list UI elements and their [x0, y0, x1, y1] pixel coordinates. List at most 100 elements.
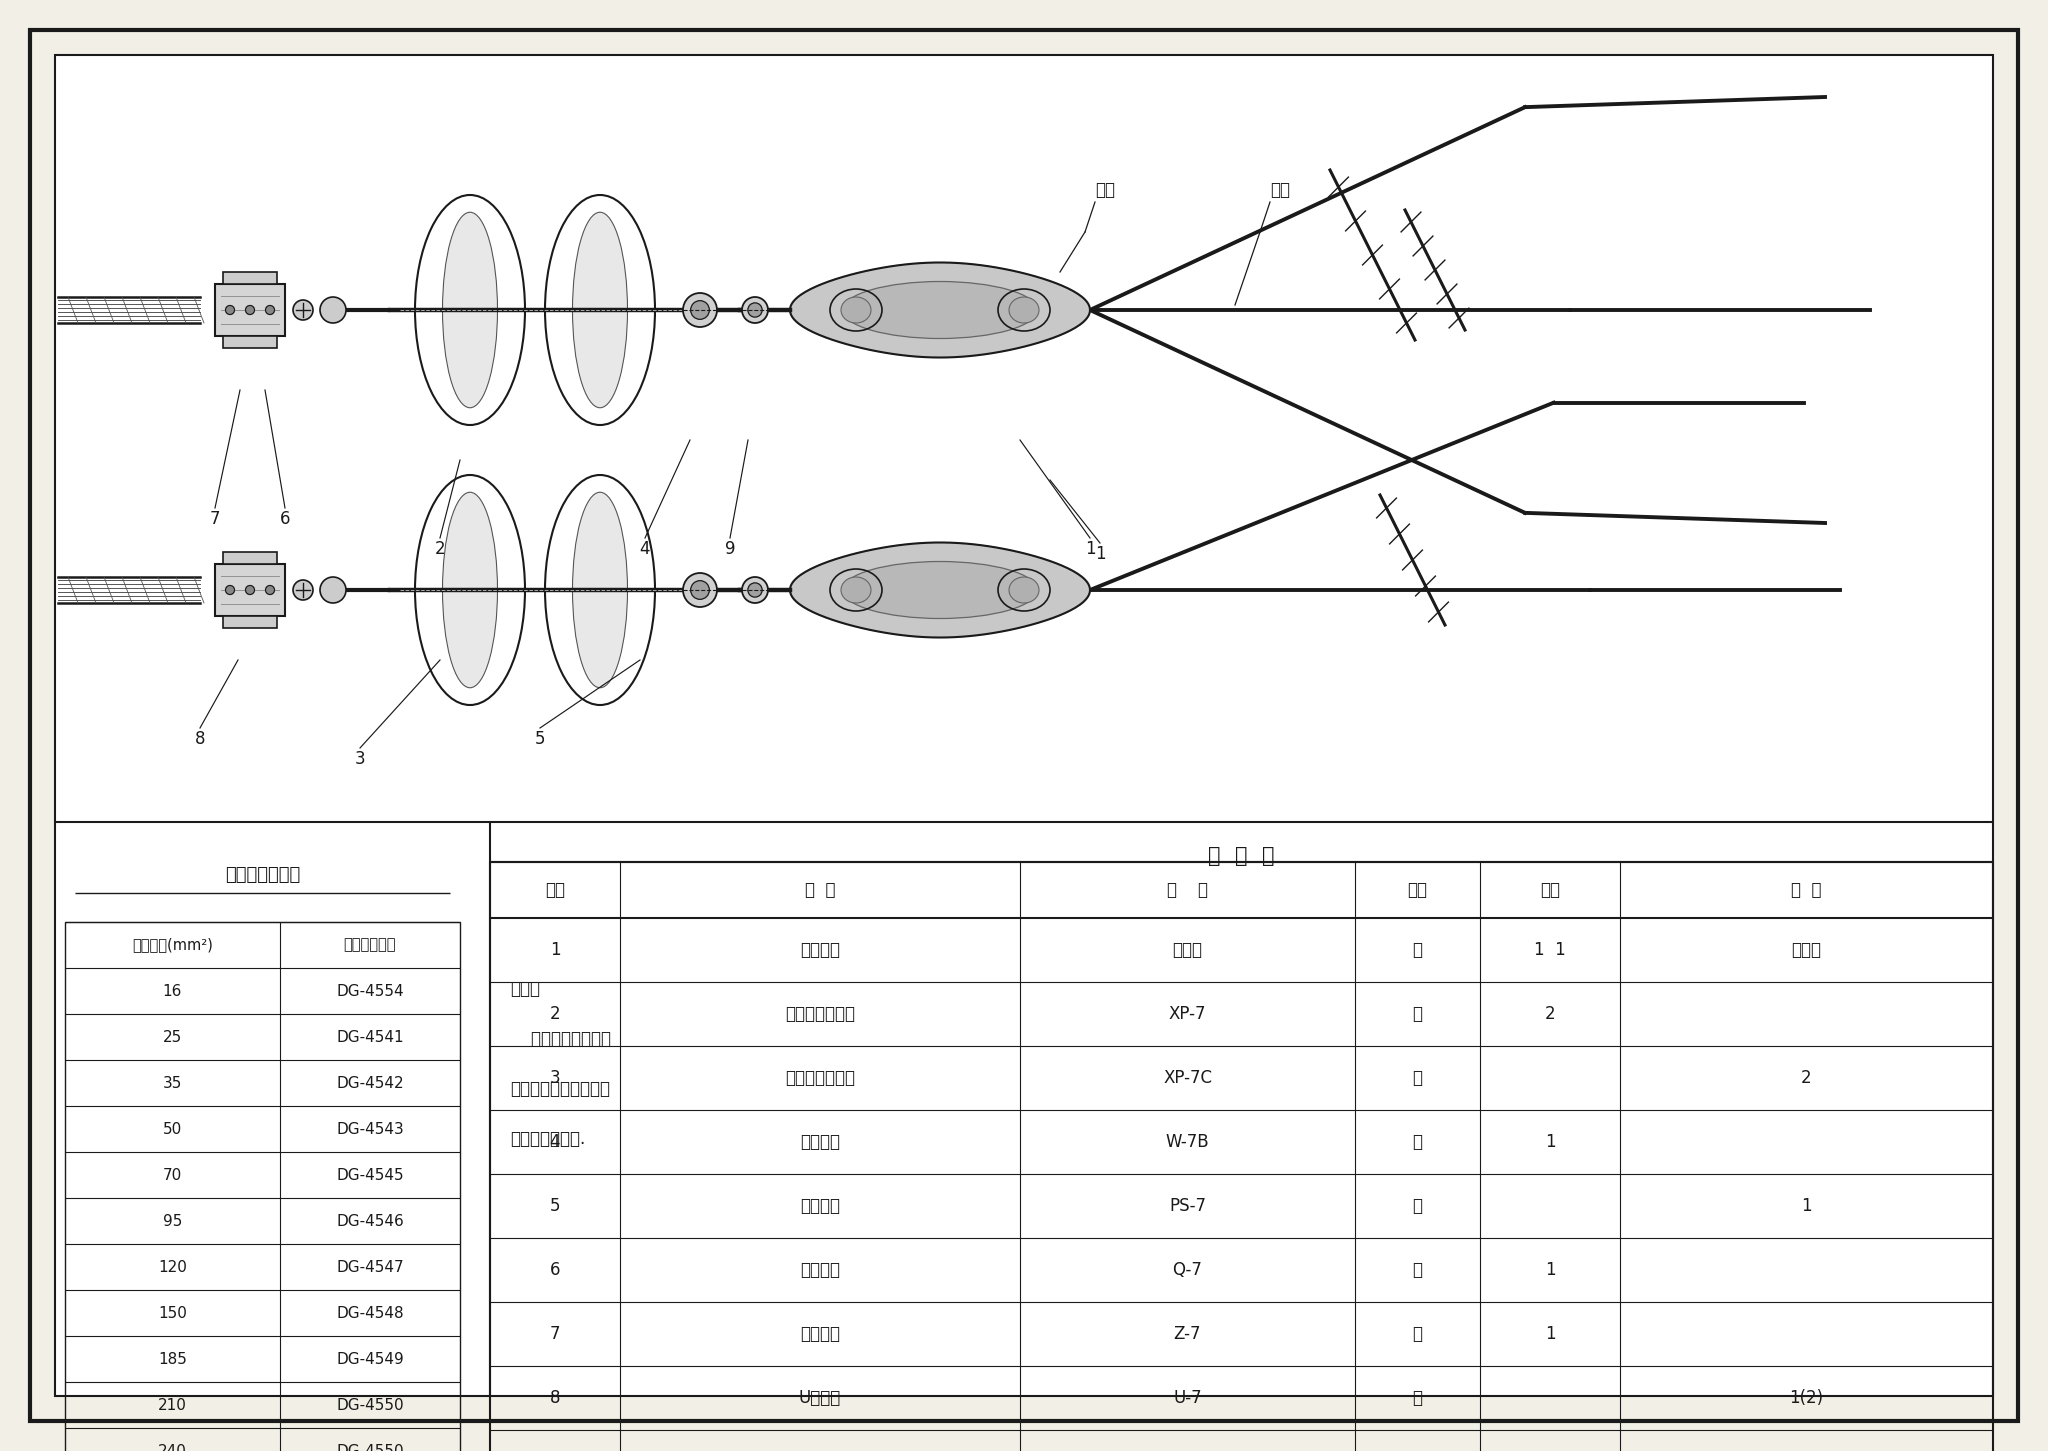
Circle shape — [319, 297, 346, 324]
Ellipse shape — [416, 474, 524, 705]
Text: 1: 1 — [1544, 1133, 1554, 1151]
Text: 2: 2 — [1800, 1069, 1812, 1087]
Text: 25: 25 — [164, 1030, 182, 1045]
Circle shape — [748, 303, 762, 318]
Text: 单位: 单位 — [1407, 881, 1427, 900]
Circle shape — [246, 306, 254, 315]
Text: U型挂环: U型挂环 — [799, 1389, 842, 1407]
Text: 直角挂板: 直角挂板 — [801, 1325, 840, 1344]
Text: DG-4548: DG-4548 — [336, 1306, 403, 1320]
Text: DG-4554: DG-4554 — [336, 984, 403, 998]
Text: DG-4547: DG-4547 — [336, 1259, 403, 1274]
Text: 序号: 序号 — [545, 881, 565, 900]
Ellipse shape — [842, 297, 870, 324]
Text: 240: 240 — [158, 1444, 186, 1451]
Bar — [215, 284, 285, 337]
Text: 150: 150 — [158, 1306, 186, 1320]
Text: 35: 35 — [162, 1075, 182, 1091]
Text: 7: 7 — [209, 509, 221, 528]
Circle shape — [748, 583, 762, 598]
Ellipse shape — [545, 474, 655, 705]
Text: 5: 5 — [549, 1197, 561, 1214]
Bar — [223, 617, 276, 628]
Text: 明  细  表: 明 细 表 — [1208, 846, 1274, 866]
Text: 见左表: 见左表 — [1792, 942, 1821, 959]
Circle shape — [741, 297, 768, 324]
Text: 95: 95 — [162, 1213, 182, 1229]
Bar — [223, 551, 276, 564]
Text: 1: 1 — [1085, 540, 1096, 559]
Text: 平行挂板: 平行挂板 — [801, 1197, 840, 1214]
Ellipse shape — [573, 492, 627, 688]
Text: 16: 16 — [162, 984, 182, 998]
Text: 2: 2 — [434, 540, 444, 559]
Text: 6: 6 — [281, 509, 291, 528]
Text: 1  1: 1 1 — [1534, 942, 1567, 959]
Text: 120: 120 — [158, 1259, 186, 1274]
Text: U-7: U-7 — [1174, 1389, 1202, 1407]
Text: XP-7C: XP-7C — [1163, 1069, 1212, 1087]
Bar — [223, 271, 276, 284]
Text: W-7B: W-7B — [1165, 1133, 1208, 1151]
Text: 数值适用于安装于顶相: 数值适用于安装于顶相 — [510, 1080, 610, 1098]
Text: 1(2): 1(2) — [1790, 1389, 1823, 1407]
Text: 耐张线夹型号: 耐张线夹型号 — [344, 937, 395, 952]
Circle shape — [225, 306, 236, 315]
Text: 见左表: 见左表 — [1174, 942, 1202, 959]
Text: 说明：: 说明： — [510, 979, 541, 998]
Circle shape — [690, 580, 709, 599]
Text: 球头挂环: 球头挂环 — [801, 1261, 840, 1278]
Text: DG-4545: DG-4545 — [336, 1168, 403, 1183]
Text: 导线截面(mm²): 导线截面(mm²) — [131, 937, 213, 952]
Text: 个: 个 — [1413, 1389, 1423, 1407]
Circle shape — [741, 577, 768, 604]
Text: DG-4550: DG-4550 — [336, 1444, 403, 1451]
Text: DG-4542: DG-4542 — [336, 1075, 403, 1091]
Text: 名  称: 名 称 — [805, 881, 836, 900]
Text: 70: 70 — [164, 1168, 182, 1183]
Text: 规    格: 规 格 — [1167, 881, 1208, 900]
Text: 耐张线夹选择表: 耐张线夹选择表 — [225, 866, 301, 884]
Text: 6: 6 — [549, 1261, 561, 1278]
Ellipse shape — [545, 194, 655, 425]
Text: 个: 个 — [1413, 1197, 1423, 1214]
Circle shape — [293, 580, 313, 601]
Text: 1: 1 — [1096, 546, 1106, 563]
Text: 1: 1 — [1544, 1325, 1554, 1344]
Text: 1: 1 — [549, 942, 561, 959]
Ellipse shape — [842, 562, 1038, 618]
Text: 7: 7 — [549, 1325, 561, 1344]
Text: 3: 3 — [354, 750, 365, 768]
Text: 50: 50 — [164, 1122, 182, 1136]
Ellipse shape — [1010, 577, 1038, 604]
Circle shape — [319, 577, 346, 604]
Text: 个: 个 — [1413, 942, 1423, 959]
Polygon shape — [791, 263, 1090, 357]
Text: 盘型悬式绝缘子: 盘型悬式绝缘子 — [784, 1069, 854, 1087]
Circle shape — [225, 586, 236, 595]
Text: 3: 3 — [549, 1069, 561, 1087]
Ellipse shape — [573, 212, 627, 408]
Bar — [223, 337, 276, 348]
Text: Q-7: Q-7 — [1174, 1261, 1202, 1278]
Circle shape — [246, 586, 254, 595]
Text: 1: 1 — [1544, 1261, 1554, 1278]
Ellipse shape — [442, 212, 498, 408]
Text: 2: 2 — [549, 1006, 561, 1023]
Text: 时的槽形绝缘子.: 时的槽形绝缘子. — [510, 1130, 586, 1148]
Text: PS-7: PS-7 — [1169, 1197, 1206, 1214]
Text: 8: 8 — [549, 1389, 561, 1407]
Text: XP-7: XP-7 — [1169, 1006, 1206, 1023]
Ellipse shape — [1010, 297, 1038, 324]
Text: 9: 9 — [725, 540, 735, 559]
Text: 导线: 导线 — [1270, 181, 1290, 199]
Polygon shape — [791, 543, 1090, 637]
Ellipse shape — [416, 194, 524, 425]
Circle shape — [690, 300, 709, 319]
Text: 个: 个 — [1413, 1069, 1423, 1087]
Text: 5: 5 — [535, 730, 545, 749]
Text: 盘型悬式绝缘子: 盘型悬式绝缘子 — [784, 1006, 854, 1023]
Text: 4: 4 — [639, 540, 651, 559]
Text: DG-4549: DG-4549 — [336, 1351, 403, 1367]
Text: 数量: 数量 — [1540, 881, 1561, 900]
